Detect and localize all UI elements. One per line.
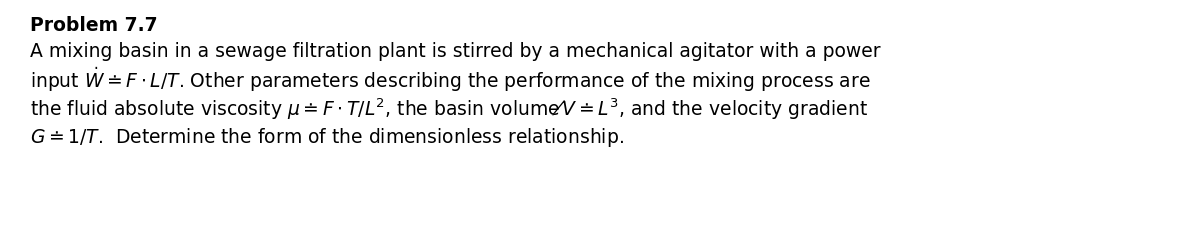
- Text: $G \doteq 1/T$.  Determine the form of the dimensionless relationship.: $G \doteq 1/T$. Determine the form of th…: [30, 126, 624, 149]
- Text: Problem 7.7: Problem 7.7: [30, 16, 157, 35]
- Text: the fluid absolute viscosity $\mu \doteq F \cdot T/L^2$, the basin volume $\not\: the fluid absolute viscosity $\mu \doteq…: [30, 96, 868, 121]
- Text: input $\dot{W} \doteq F \cdot L/T$. Other parameters describing the performance : input $\dot{W} \doteq F \cdot L/T$. Othe…: [30, 66, 871, 95]
- Text: A mixing basin in a sewage filtration plant is stirred by a mechanical agitator : A mixing basin in a sewage filtration pl…: [30, 42, 881, 61]
